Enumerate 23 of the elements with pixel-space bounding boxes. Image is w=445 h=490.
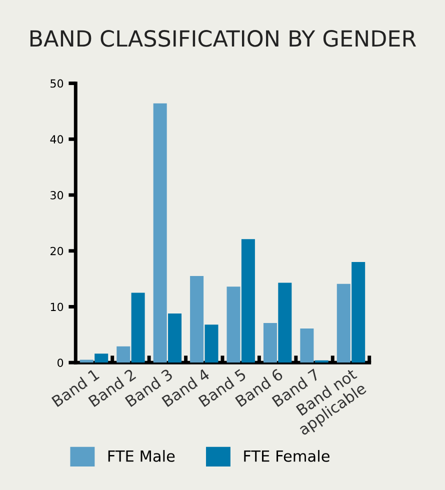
bar — [352, 262, 366, 363]
chart-title: BAND CLASSIFICATION BY GENDER — [30, 30, 416, 47]
y-tick-label: 20 — [50, 246, 64, 256]
bar — [131, 292, 145, 363]
y-tick-label: 0 — [58, 358, 64, 367]
legend-label: FTE Female — [244, 450, 330, 462]
bar — [204, 324, 218, 363]
y-tick-label: 40 — [50, 135, 64, 144]
bar — [300, 328, 314, 363]
bar — [116, 346, 130, 363]
bar — [190, 276, 204, 363]
bar — [263, 322, 277, 363]
bar — [153, 103, 167, 363]
bar — [168, 313, 182, 363]
y-tick-label: 10 — [50, 302, 64, 312]
bar — [226, 286, 240, 363]
bar — [336, 284, 350, 363]
bar — [94, 354, 108, 363]
bar — [278, 282, 292, 363]
y-tick-label: 30 — [50, 190, 64, 200]
y-tick-label: 50 — [50, 79, 64, 88]
bar — [241, 239, 255, 363]
legend-label: FTE Male — [108, 450, 175, 462]
